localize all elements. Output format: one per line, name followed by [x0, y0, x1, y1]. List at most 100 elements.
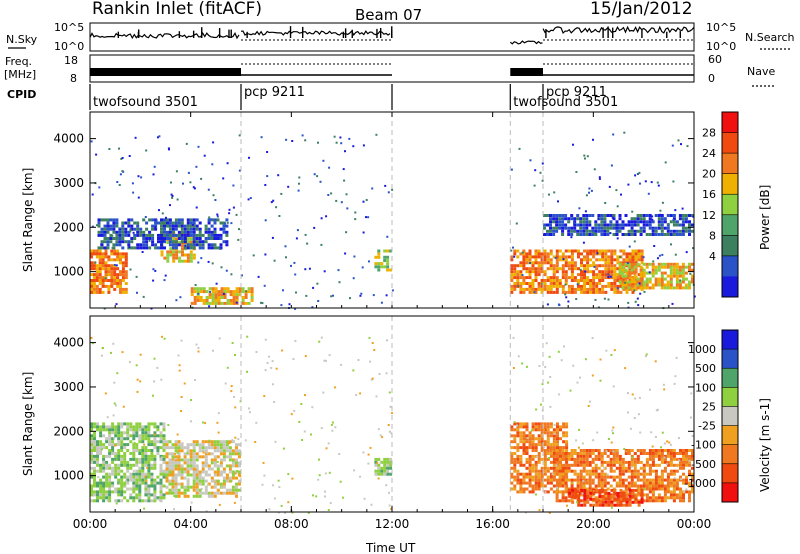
heatmap-cell [123, 475, 127, 479]
heatmap-cell [556, 428, 559, 432]
heatmap-cell [513, 484, 517, 488]
heatmap-cell [389, 472, 393, 476]
heatmap-cell [223, 287, 227, 291]
heatmap-cell [660, 460, 664, 464]
freq-trace [90, 63, 694, 76]
heatmap-cell [211, 163, 214, 166]
heatmap-cell [208, 293, 212, 297]
heatmap-cell [679, 460, 682, 464]
heatmap-cell [228, 212, 231, 215]
heatmap-cell [104, 264, 108, 268]
heatmap-cell [114, 490, 118, 494]
heatmap-cell [562, 422, 566, 426]
heatmap-cell [516, 255, 520, 259]
heatmap-cell [171, 227, 175, 231]
heatmap-cell [228, 491, 232, 495]
heatmap-cell [585, 223, 589, 227]
heatmap-cell [247, 287, 251, 291]
heatmap-cell [207, 467, 211, 471]
heatmap-cell [580, 261, 583, 265]
heatmap-cell [186, 461, 190, 465]
heatmap-cell [120, 460, 124, 464]
heatmap-cell [298, 420, 301, 423]
heatmap-cell [631, 210, 634, 213]
heatmap-cell [222, 224, 226, 228]
heatmap-cell [124, 227, 128, 231]
heatmap-cell [96, 449, 99, 452]
heatmap-cell [230, 222, 233, 225]
heatmap-cell [105, 425, 109, 429]
heatmap-cell [189, 256, 193, 260]
heatmap-cell [180, 485, 184, 489]
heatmap-cell [195, 482, 199, 486]
heatmap-cell [123, 446, 127, 450]
heatmap-cell [534, 267, 538, 271]
heatmap-cell [115, 233, 119, 237]
heatmap-cell [171, 196, 174, 199]
heatmap-cell [577, 267, 580, 271]
heatmap-cell [543, 255, 547, 259]
heatmap-cell [565, 434, 569, 438]
heatmap-cell [519, 437, 523, 441]
heatmap-cell [102, 490, 106, 494]
heatmap-cell [377, 477, 380, 480]
heatmap-cell [582, 457, 586, 461]
heatmap-cell [211, 296, 215, 299]
heatmap-cell [628, 252, 632, 256]
heatmap-cell [681, 274, 685, 278]
heatmap-cell [626, 392, 629, 394]
heatmap-cell [654, 283, 658, 287]
heatmap-cell [594, 298, 597, 301]
heatmap-cell [530, 429, 533, 432]
heatmap-cell [678, 271, 682, 275]
heatmap-cell [663, 220, 667, 224]
heatmap-cell [324, 495, 327, 498]
heatmap-cell [303, 430, 306, 433]
heatmap-cell [644, 355, 647, 358]
heatmap-cell [660, 262, 664, 266]
heatmap-cell [165, 476, 169, 480]
heatmap-cell [538, 365, 541, 367]
heatmap-cell [666, 475, 670, 479]
heatmap-cell [595, 267, 599, 271]
heatmap-cell [183, 455, 187, 459]
heatmap-cell [163, 221, 166, 225]
heatmap-cell [630, 268, 634, 272]
heatmap-cell [138, 481, 142, 485]
heatmap-cell [154, 269, 157, 272]
heatmap-cell [607, 249, 611, 253]
heatmap-cell [120, 157, 123, 160]
heatmap-cell [223, 296, 227, 299]
heatmap-cell [672, 478, 676, 482]
heatmap-cell [160, 218, 163, 222]
heatmap-cell [675, 481, 679, 485]
heatmap-cell [691, 452, 694, 455]
heatmap-cell [241, 290, 245, 294]
heatmap-cell [213, 218, 217, 222]
heatmap-cell [556, 484, 559, 488]
heatmap-cell [615, 449, 619, 452]
heatmap-cell [549, 217, 552, 221]
heatmap-cell [225, 230, 229, 234]
heatmap-cell [525, 261, 529, 265]
heatmap-cell [580, 264, 583, 268]
heatmap-cell [555, 249, 559, 253]
heatmap-cell [609, 223, 613, 227]
heatmap-cell [579, 376, 581, 379]
heatmap-cell [166, 218, 169, 222]
heatmap-cell [191, 223, 194, 226]
heatmap-cell [201, 479, 205, 483]
heatmap-cell [148, 239, 151, 242]
heatmap-cell [152, 279, 155, 282]
heatmap-cell [174, 494, 178, 498]
heatmap-cell [567, 478, 571, 482]
heatmap-cell [603, 217, 607, 221]
heatmap-cell [192, 485, 196, 489]
heatmap-cell [147, 437, 151, 441]
heatmap-cell [186, 259, 190, 263]
heatmap-cell [135, 463, 139, 467]
heatmap-cell [189, 241, 193, 244]
heatmap-cell [199, 296, 203, 299]
heatmap-cell [90, 440, 93, 444]
heatmap-cell [591, 374, 594, 377]
